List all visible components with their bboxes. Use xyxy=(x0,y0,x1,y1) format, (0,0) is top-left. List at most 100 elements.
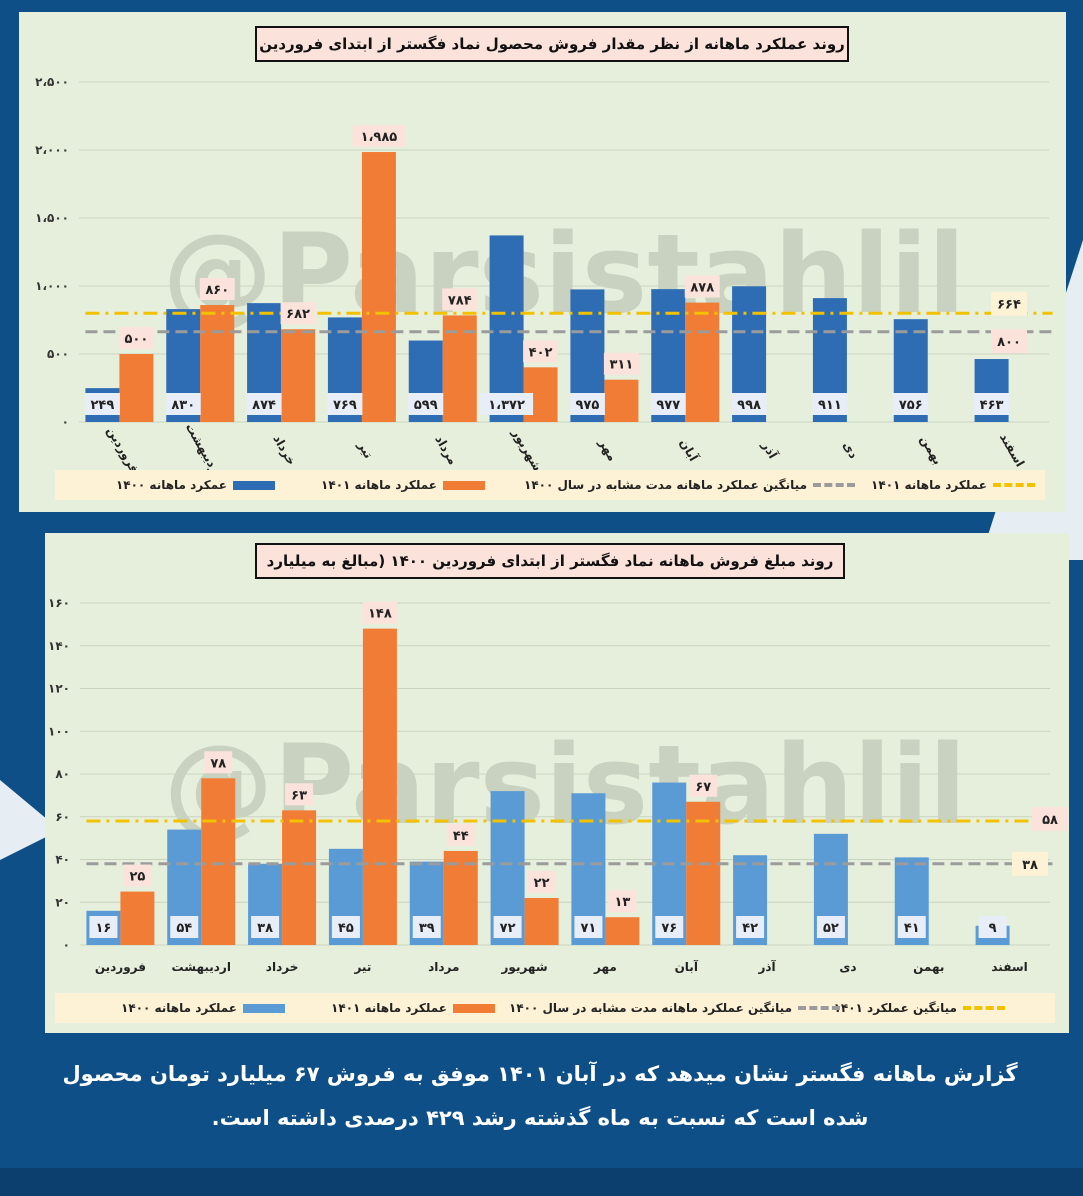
data-label-1400: ۵۲ xyxy=(823,921,839,936)
data-label-bg xyxy=(523,340,559,363)
x-tick-label: اردیبهشت xyxy=(172,960,231,974)
caption-text: گزارش ماهانه فگستر نشان میدهد که در آبان… xyxy=(40,1052,1040,1152)
data-label-bg xyxy=(89,916,118,938)
data-label-1400: ۸۳۰ xyxy=(171,398,195,413)
legend-label: عملکرد ماهانه ۱۴۰۱ xyxy=(871,478,987,492)
x-tick-label: شهریور xyxy=(501,960,548,975)
data-label-bg xyxy=(731,393,767,415)
bar-1400 xyxy=(489,235,524,422)
x-tick-label: خرداد xyxy=(266,960,299,974)
legend-item-ref-gray: میانگین عملکرد ماهانه مدت مشابه در سال ۱… xyxy=(524,470,855,500)
data-label-bg xyxy=(118,327,154,349)
data-label-1400: ۸۷۴ xyxy=(252,398,276,413)
legend-item-series-1400: عملکرد ماهانه ۱۴۰۰ xyxy=(121,993,285,1023)
data-label-1401: ۷۸ xyxy=(210,756,226,771)
bar-1401 xyxy=(605,917,640,945)
data-label-1400: ۴۲ xyxy=(742,921,758,936)
data-label-1401: ۶۸۲ xyxy=(286,307,310,322)
x-tick-label: فروردین xyxy=(103,424,142,476)
reference-label: ۶۶۴ xyxy=(997,298,1021,313)
data-label-1401: ۸۷۸ xyxy=(690,281,714,296)
legend-item-ref-gray: میانگین عملکرد ماهانه مدت مشابه در سال ۱… xyxy=(509,993,840,1023)
data-label-1401: ۵۰۰ xyxy=(125,332,149,347)
y-tick-label: ۲۰ xyxy=(55,895,70,909)
data-label-bg xyxy=(684,275,720,298)
data-label-1400: ۳۹ xyxy=(419,921,435,936)
chart-legend: میانگین عملکرد ۱۴۰۱ میانگین عملکرد ماهان… xyxy=(55,993,1055,1023)
data-label-1400: ۱۶ xyxy=(95,921,111,936)
data-label-bg xyxy=(408,393,444,415)
x-tick-label: دی xyxy=(839,960,856,974)
data-label-bg xyxy=(689,774,718,797)
bar-1401 xyxy=(201,778,236,945)
data-label-1400: ۷۵۶ xyxy=(899,398,923,413)
data-label-bg xyxy=(897,916,926,938)
data-label-bg xyxy=(574,916,603,938)
legend-item-ref-yellow: میانگین عملکرد ۱۴۰۱ xyxy=(834,993,1005,1023)
data-label-bg xyxy=(331,916,360,938)
data-label-1400: ۷۱ xyxy=(580,921,596,936)
y-tick-label: ۲،۰۰۰ xyxy=(35,143,69,157)
chart-plot: @Parsistahlil۰۵۰۰۱،۰۰۰۱،۵۰۰۲،۰۰۰۲،۵۰۰۲۴۹… xyxy=(35,75,1053,479)
y-tick-label: ۱۶۰ xyxy=(48,596,70,610)
legend-label: عملکرد ماهانه ۱۴۰۰ xyxy=(121,1001,237,1015)
x-tick-label: بهمن xyxy=(913,960,944,974)
chart-panel-volume: روند عملکرد ماهانه از نظر مقدار فروش محص… xyxy=(19,12,1066,512)
data-label-bg xyxy=(442,288,478,311)
data-label-1400: ۹ xyxy=(989,921,997,936)
data-label-1401: ۷۸۴ xyxy=(448,293,472,308)
x-tick-label: تیر xyxy=(355,438,376,460)
data-label-bg xyxy=(608,890,637,913)
y-tick-label: ۴۰ xyxy=(55,853,70,867)
y-tick-label: ۱۴۰ xyxy=(48,639,70,653)
data-label-1400: ۷۶ xyxy=(661,921,677,936)
data-label-bg xyxy=(893,393,929,415)
data-label-bg xyxy=(412,916,441,938)
legend-item-series-1400: عمکرد ماهانه ۱۴۰۰ xyxy=(116,470,275,500)
data-label-1401: ۶۷ xyxy=(695,780,711,795)
data-label-1401: ۸۶۰ xyxy=(205,283,229,298)
chart-legend: عملکرد ماهانه ۱۴۰۱ میانگین عملکرد ماهانه… xyxy=(55,470,1045,500)
data-label-bg xyxy=(246,393,282,415)
bar-1401 xyxy=(686,801,721,945)
data-label-bg xyxy=(170,916,199,938)
bar-1401 xyxy=(524,897,559,945)
data-label-1400: ۹۱۱ xyxy=(818,398,842,413)
y-tick-label: ۶۰ xyxy=(55,810,70,824)
data-label-bg xyxy=(362,601,398,624)
data-label-1400: ۴۶۳ xyxy=(980,398,1004,413)
data-label-bg xyxy=(812,393,848,415)
data-label-bg xyxy=(446,823,475,846)
x-tick-label: تیر xyxy=(353,960,371,974)
data-label-bg xyxy=(736,916,765,938)
data-label-bg xyxy=(527,870,556,893)
reference-label: ۳۸ xyxy=(1022,858,1038,873)
data-label-1400: ۷۶۹ xyxy=(333,398,357,413)
x-tick-label: شهریور xyxy=(508,426,545,474)
data-label-1400: ۹۹۸ xyxy=(737,398,761,413)
data-label-1400: ۷۲ xyxy=(500,921,516,936)
x-tick-label: مرداد xyxy=(432,433,460,467)
bar-1401 xyxy=(120,891,155,945)
y-tick-label: ۸۰ xyxy=(55,767,70,781)
data-label-1401: ۲۲ xyxy=(534,876,550,891)
y-tick-label: ۱،۵۰۰ xyxy=(35,211,69,225)
data-label-1400: ۲۴۹ xyxy=(91,398,115,413)
x-tick-label: فروردین xyxy=(95,960,146,975)
y-tick-label: ۵۰۰ xyxy=(47,347,69,361)
y-tick-label: ۱۰۰ xyxy=(48,724,70,738)
reference-label-bg xyxy=(991,291,1027,316)
x-tick-label: مهر xyxy=(593,960,617,974)
legend-swatch xyxy=(243,1003,285,1013)
x-tick-label: دی xyxy=(840,439,861,461)
legend-label: میانگین عملکرد ۱۴۰۱ xyxy=(833,1001,957,1015)
y-tick-label: ۰ xyxy=(63,938,70,952)
legend-label: میانگین عملکرد ماهانه مدت مشابه در سال ۱… xyxy=(509,1001,792,1015)
legend-swatch xyxy=(963,1006,1005,1010)
bottom-band xyxy=(0,1168,1083,1196)
reference-label-bg xyxy=(991,329,1027,354)
data-label-1400: ۱،۳۷۲ xyxy=(488,398,525,413)
reference-label: ۸۰۰ xyxy=(997,335,1021,350)
data-label-1401: ۲۵ xyxy=(129,870,145,885)
data-label-1400: ۴۱ xyxy=(904,921,920,936)
